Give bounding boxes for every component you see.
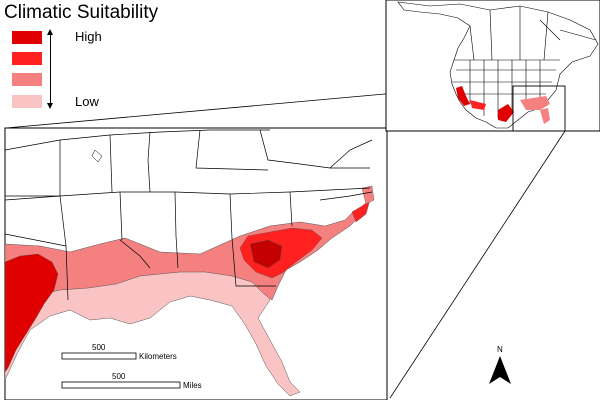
inset-map: [385, 0, 600, 132]
legend-swatch-mid-low: [12, 73, 42, 86]
legend-swatch-mid-high: [12, 52, 42, 65]
legend-title: Climatic Suitability: [4, 2, 159, 23]
scale-bar-mi: 500 Miles: [61, 372, 202, 390]
inset-suitability: [456, 86, 550, 124]
north-arrow-icon: N: [489, 345, 511, 384]
scale-mi-value: 500: [112, 372, 126, 381]
state-boundaries: [5, 129, 373, 301]
scale-bar-km: 500 Kilometers: [61, 343, 177, 361]
suitability-high-carolina-region: [249, 239, 283, 269]
scale-km-unit: Kilometers: [139, 352, 177, 361]
inset-connector-bottom: [389, 130, 566, 399]
lake-shape: [91, 149, 103, 163]
north-america-outline: [397, 1, 599, 129]
suitability-high-region: [5, 253, 59, 373]
legend-high-label: High: [75, 29, 102, 44]
scale-mi-unit: Miles: [183, 381, 202, 390]
inset-map-frame: [385, 0, 600, 132]
suitability-mid-low-virginia-region: [361, 185, 375, 205]
legend-swatch-low: [12, 95, 42, 108]
legend-swatch-high: [12, 31, 42, 44]
legend: Climatic Suitability High Low: [0, 0, 158, 120]
main-map: 500 Kilometers 500 Miles N: [4, 127, 511, 400]
legend-double-arrow-icon: [47, 29, 53, 109]
north-label: N: [497, 345, 503, 354]
legend-low-label: Low: [75, 94, 99, 109]
inset-connector-top: [5, 87, 453, 129]
scale-km-value: 500: [92, 343, 106, 352]
inset-extent-rectangle: [512, 85, 566, 132]
suitability-mid-high-nc-region: [351, 199, 371, 223]
